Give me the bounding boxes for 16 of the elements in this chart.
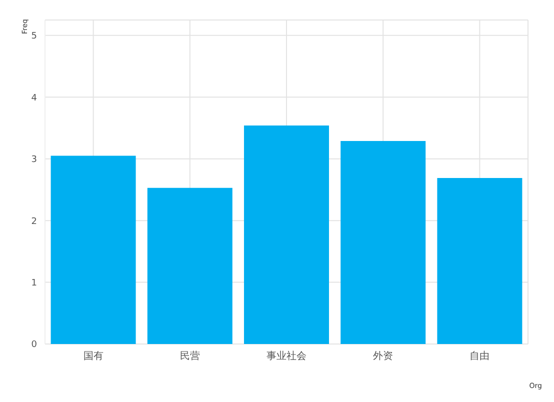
x-tick-label: 民营: [180, 350, 200, 362]
x-tick-label: 自由: [470, 350, 490, 362]
x-tick-label: 国有: [83, 350, 104, 362]
bar: [50, 156, 136, 344]
y-tick-label: 3: [31, 155, 37, 166]
x-tick-label: 事业社会: [266, 350, 306, 362]
y-tick-label: 4: [31, 93, 38, 104]
bar: [437, 178, 522, 344]
y-tick-label: 0: [31, 340, 38, 350]
bar: [147, 188, 232, 344]
bar: [340, 140, 426, 344]
y-tick-label: 2: [31, 216, 37, 227]
y-tick-label: 5: [31, 32, 37, 42]
bar: [244, 126, 329, 344]
x-tick-label: 外资: [373, 350, 394, 362]
y-tick-label: 1: [31, 278, 37, 288]
